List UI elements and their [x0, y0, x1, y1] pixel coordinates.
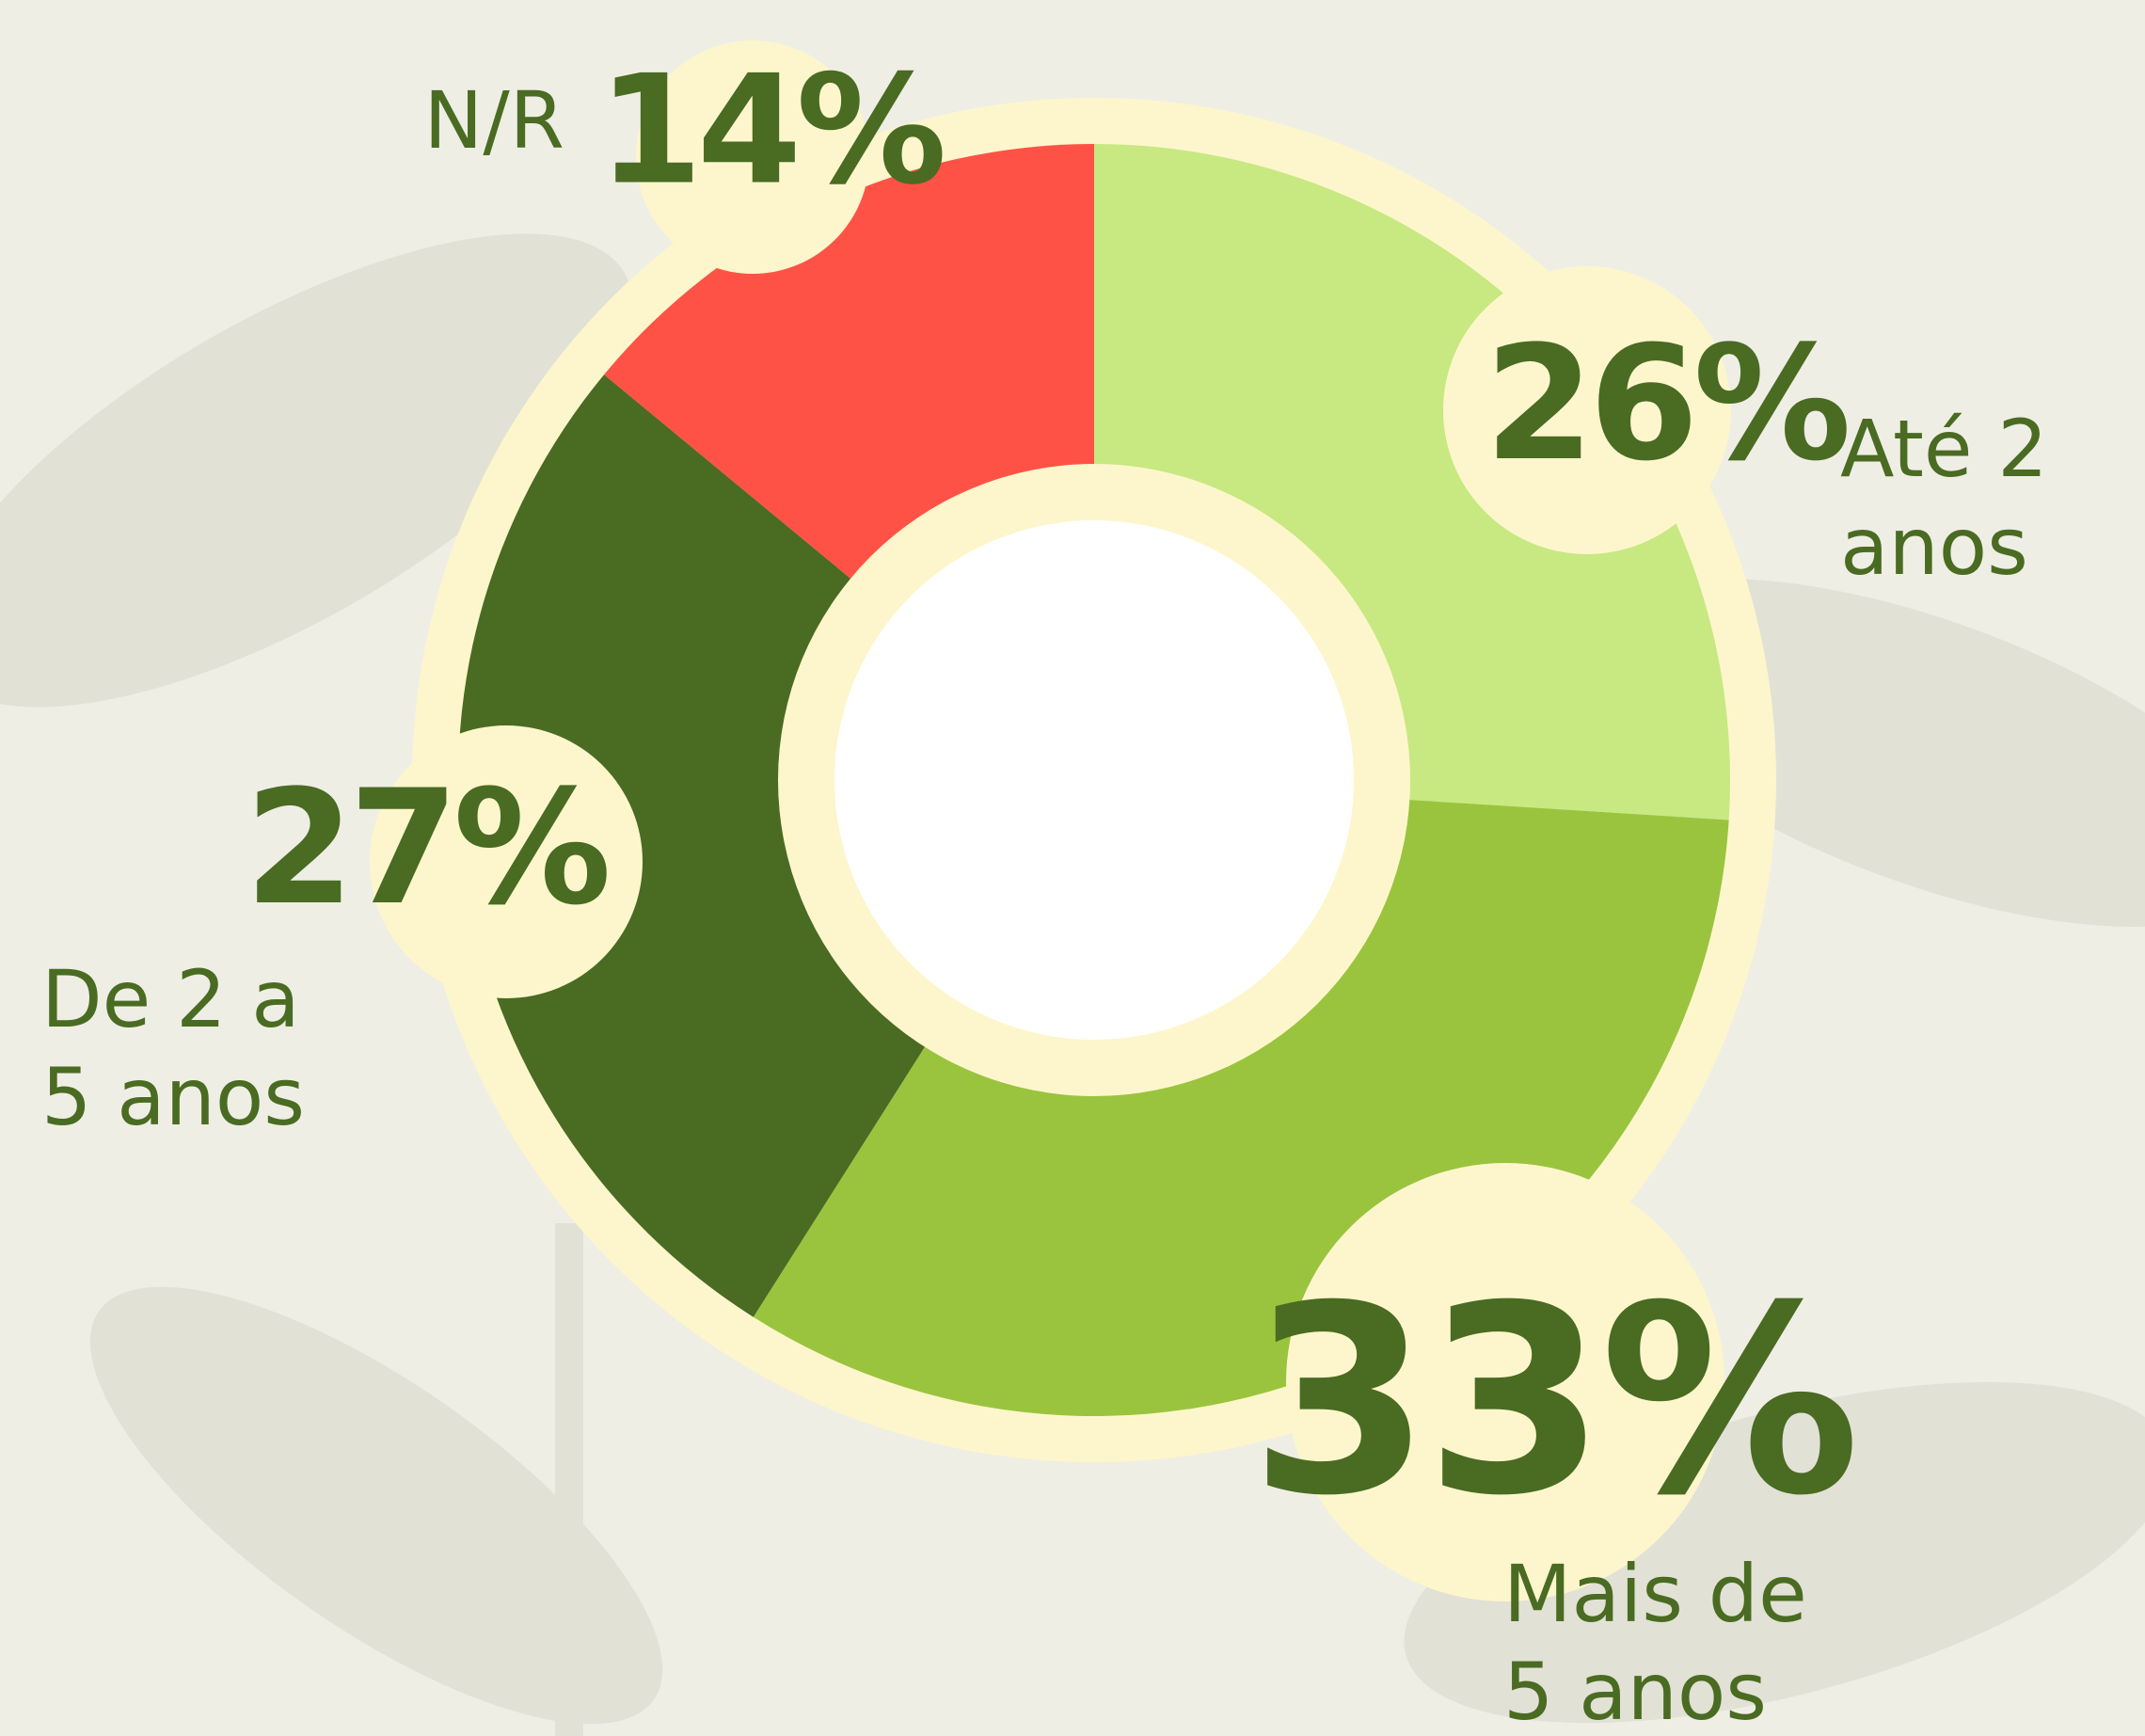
center-hole — [834, 520, 1354, 1040]
value-label: 26% — [1485, 311, 1847, 496]
label-bubble — [636, 40, 869, 274]
category-label: Mais de 5 anos — [1503, 1548, 1807, 1736]
value-label: 27% — [245, 756, 607, 940]
category-label: Até 2 anos — [1840, 403, 2048, 593]
category-label: N/R — [423, 74, 564, 167]
category-label: De 2 a 5 anos — [41, 953, 306, 1143]
background-leaves — [0, 233, 2145, 1736]
label-bubble — [370, 725, 643, 998]
label-bubble — [1443, 266, 1731, 554]
label-bubble — [1286, 1163, 1724, 1601]
slice — [457, 374, 1095, 1317]
value-label: 14% — [598, 42, 944, 218]
value-label: 33% — [1250, 1251, 1856, 1553]
